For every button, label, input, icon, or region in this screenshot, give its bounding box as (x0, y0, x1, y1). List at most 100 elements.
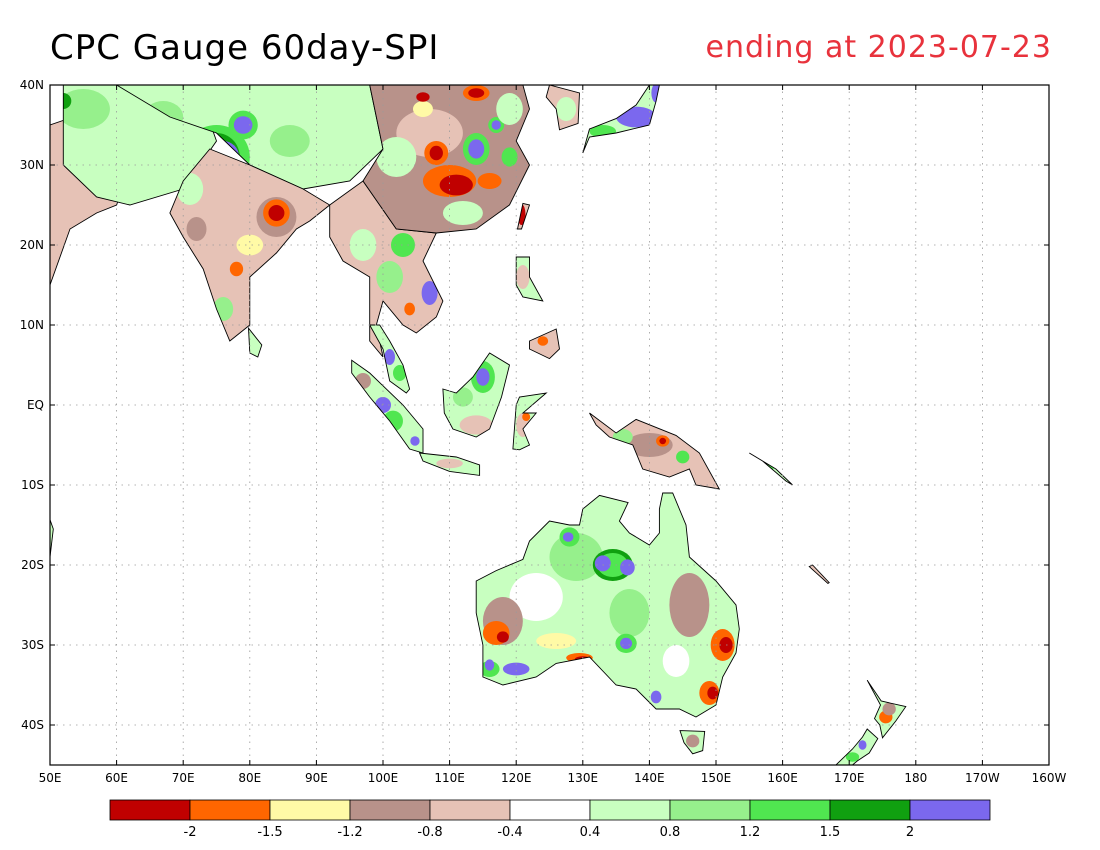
coastline (169, 148, 331, 342)
spi-anomaly-patch (404, 302, 415, 316)
spi-anomaly-patch (522, 413, 531, 421)
coastline (475, 492, 740, 718)
spi-anomaly-patch (496, 93, 523, 125)
lon-tick-label: 160E (767, 771, 798, 785)
spi-anomaly-patch (233, 116, 253, 134)
lat-tick-label: 20S (21, 558, 44, 572)
region-philippines-mindanao (529, 328, 560, 360)
region-indochina (329, 180, 444, 358)
region-australia (475, 492, 740, 718)
coastline (589, 412, 721, 490)
spi-anomaly-patch (468, 88, 485, 98)
region-philippines-luzon (515, 256, 544, 302)
map-date: ending at 2023-07-23 (705, 30, 1052, 65)
axis-ticks: 40N 30N 20N 10N EQ 10S 20S 30S 40S 50E 60E 70E 80E 90… (20, 78, 1067, 785)
spi-anomaly-patch (676, 450, 690, 464)
color-legend: -2 -1.5 -1.2 -0.8 -0.4 0.4 0.8 1.2 1.5 2 (109, 799, 991, 840)
spi-anomaly-patch (390, 233, 415, 257)
lon-tick-label: 90E (305, 771, 328, 785)
coastline (50, 518, 54, 607)
lat-tick-label: 40N (20, 78, 44, 92)
spi-anomaly-patch (236, 234, 264, 256)
region-malay-peninsula (368, 324, 411, 394)
lon-tick-label: 110E (434, 771, 465, 785)
spi-anomaly-patch (392, 365, 407, 381)
spi-anomaly-patch (468, 139, 485, 159)
spi-anomaly-patch (229, 261, 244, 277)
coastline (679, 730, 706, 755)
spi-anomaly-patch (410, 436, 420, 446)
spi-anomaly-patch (556, 97, 577, 121)
lon-tick-label: 60E (105, 771, 128, 785)
legend-swatch (269, 799, 351, 821)
spi-anomaly-patch (509, 573, 563, 621)
lon-tick-label: 160W (1032, 771, 1067, 785)
lon-tick-label: 80E (238, 771, 261, 785)
spi-anomaly-patch (484, 659, 495, 671)
legend-label: -1.2 (337, 825, 362, 840)
spi-anomaly-patch (439, 174, 473, 196)
legend-label: -0.8 (417, 825, 442, 840)
spi-anomaly-patch (620, 637, 633, 650)
lon-tick-label: 100E (368, 771, 399, 785)
spi-anomaly-patch (662, 645, 690, 677)
coastline (529, 328, 560, 360)
lon-tick-label: 150E (701, 771, 732, 785)
legend-swatch (669, 799, 751, 821)
lon-tick-label: 180 (904, 771, 927, 785)
spi-anomaly-patch (562, 532, 574, 542)
spi-anomaly-patch (396, 109, 463, 157)
lon-tick-label: 170W (965, 771, 1000, 785)
spi-anomaly-patch (882, 702, 896, 716)
map-title: CPC Gauge 60day-SPI (50, 28, 440, 68)
spi-anomaly-patch (501, 147, 518, 167)
lon-tick-label: 50E (39, 771, 62, 785)
spi-anomaly-patch (186, 217, 207, 241)
legend-swatch (829, 799, 911, 821)
spi-anomaly-patch (477, 173, 502, 189)
map-frame (49, 84, 1050, 766)
coastline (808, 564, 830, 584)
lon-tick-label: 130E (568, 771, 599, 785)
legend-label: 2 (906, 825, 914, 840)
spi-anomaly-patch (491, 120, 501, 130)
spi-anomaly-patch (620, 559, 635, 576)
lat-tick-label: 10S (21, 478, 44, 492)
coastline (749, 452, 793, 486)
spi-anomaly-patch (650, 690, 662, 704)
region-tasmania (679, 730, 706, 755)
legend-swatch (749, 799, 831, 821)
coastline (866, 679, 907, 739)
spi-anomaly-patch (686, 734, 700, 748)
legend-label: 0.8 (660, 825, 681, 840)
spi-anomaly-patch (594, 555, 611, 572)
region-china (362, 85, 531, 234)
region-new-zealand-south (835, 728, 879, 765)
coastline (512, 392, 548, 451)
spi-anomaly-patch (858, 740, 867, 750)
spi-anomaly-patch (707, 686, 718, 700)
grid-lines (50, 85, 1049, 765)
legend-swatch (349, 799, 431, 821)
spi-anomaly-patch (376, 261, 403, 293)
lon-tick-label: 120E (501, 771, 532, 785)
spi-anomaly-patch (429, 145, 443, 161)
spi-anomaly-patch (442, 201, 483, 225)
lon-tick-label: 170E (834, 771, 865, 785)
region-new-caledonia (808, 564, 830, 584)
legend-swatch (109, 799, 191, 821)
legend-label: -0.4 (497, 825, 522, 840)
coastline (835, 728, 879, 765)
region-korea (545, 85, 580, 131)
spi-anomaly-patch (537, 336, 549, 346)
spi-anomaly-patch (416, 92, 430, 102)
spi-anomaly-patch (412, 101, 433, 117)
spi-anomaly-patch (549, 533, 603, 581)
region-borneo (442, 352, 511, 438)
legend-label: 1.5 (820, 825, 841, 840)
coastline (368, 324, 411, 394)
legend-swatch (909, 799, 991, 821)
spi-anomaly-patch (268, 205, 285, 221)
region-new-zealand-north (866, 679, 907, 739)
region-sri-lanka (247, 326, 263, 358)
